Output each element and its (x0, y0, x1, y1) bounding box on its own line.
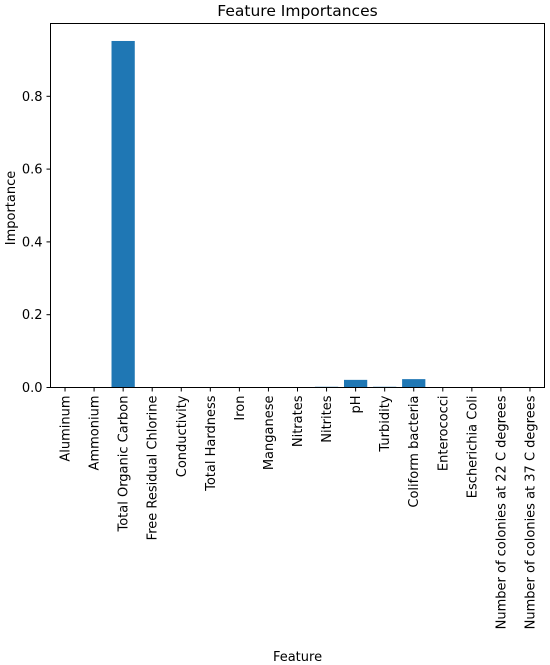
bar-12 (402, 379, 426, 388)
y-axis-label: Importance (4, 171, 19, 246)
bar-10 (343, 379, 368, 388)
y-tick-label-4: 0.8 (22, 90, 43, 105)
bars-layer (111, 40, 426, 388)
x-tick-label-16: Number of colonies at 37 C degrees (523, 395, 538, 629)
x-tick-label-0: Aluminum (59, 396, 74, 462)
x-tick-label-7: Manganese (262, 396, 277, 471)
x-tick-label-12: Coliform bacteria (407, 396, 422, 508)
x-tick-label-13: Enterococci (436, 396, 451, 472)
x-tick-label-5: Total Hardness (204, 395, 219, 492)
x-tick-label-9: Nitrites (320, 395, 335, 442)
y-tick-label-2: 0.4 (22, 235, 43, 250)
y-tick-label-1: 0.2 (22, 308, 43, 323)
x-tick-label-15: Number of colonies at 22 C degrees (494, 395, 509, 629)
x-tick-label-2: Total Organic Carbon (117, 396, 132, 533)
chart-title: Feature Importances (217, 2, 377, 20)
x-tick-label-10: pH (349, 396, 364, 414)
x-tick-label-6: Iron (233, 396, 248, 421)
x-tick-label-14: Escherichia Coli (465, 396, 480, 499)
y-tick-label-0: 0.0 (22, 381, 43, 396)
y-tick-label-3: 0.6 (22, 163, 43, 178)
ticks-layer: 0.0 0.2 0.4 0.6 0.8 Aluminum Ammonium Total Org… (22, 90, 539, 630)
x-tick-label-4: Conductivity (175, 395, 190, 477)
bar-2 (111, 40, 135, 388)
x-axis-label: Feature (273, 650, 322, 665)
x-tick-label-11: Turbidity (378, 395, 393, 452)
x-tick-label-3: Free Residual Chlorine (146, 395, 161, 540)
x-tick-label-1: Ammonium (88, 396, 103, 471)
x-tick-label-8: Nitrates (291, 395, 306, 447)
